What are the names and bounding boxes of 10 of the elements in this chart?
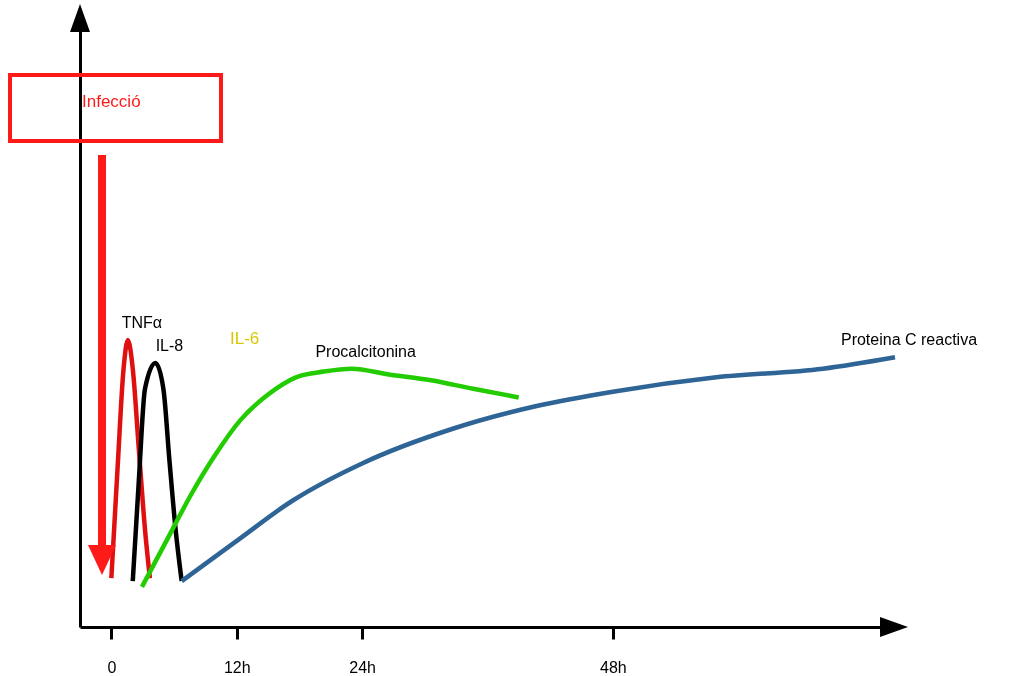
x-tick-label: 24h <box>349 658 376 676</box>
series-label: Proteina C reactiva <box>840 331 978 349</box>
text: Infecció <box>82 92 141 112</box>
annotation: IL-6 <box>230 329 260 349</box>
series-label: IL-8 <box>155 336 184 354</box>
series-label: Procalcitonina <box>315 342 417 360</box>
x-tick-label: 48h <box>600 658 627 676</box>
x-tick-label: 0 <box>107 658 117 676</box>
series-label: TNFα <box>121 314 163 332</box>
x-tick-label: 12h <box>223 658 251 676</box>
